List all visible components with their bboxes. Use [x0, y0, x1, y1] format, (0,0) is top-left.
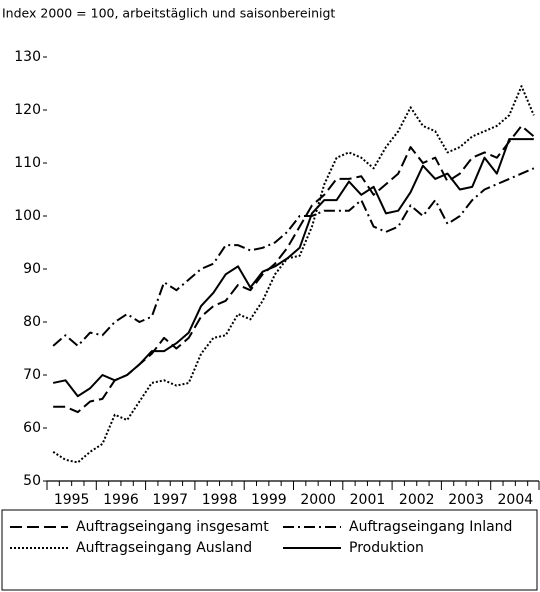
series-line — [52, 85, 535, 464]
y-tick-label: 120 — [14, 102, 41, 118]
legend-label: Auftragseingang Ausland — [76, 540, 252, 556]
legend-label: Auftragseingang insgesamt — [76, 519, 269, 535]
y-tick-label: 110 — [14, 155, 41, 171]
y-tick-label: 60 — [23, 420, 41, 436]
x-tick-label: 1996 — [103, 492, 139, 508]
series-line — [52, 167, 535, 347]
legend-box — [1, 509, 538, 591]
legend-label: Produktion — [349, 540, 424, 556]
y-tick-label: 130 — [14, 49, 41, 65]
x-tick-label: 2002 — [399, 492, 435, 508]
x-tick-label: 1995 — [54, 492, 90, 508]
chart-subtitle: Index 2000 = 100, arbeitstäglich und sai… — [2, 6, 335, 21]
x-tick-label: 2000 — [300, 492, 336, 508]
y-tick-label: 80 — [23, 314, 41, 330]
y-tick-label: 50 — [23, 473, 41, 489]
x-tick-label: 2001 — [350, 492, 386, 508]
series-line — [53, 124, 535, 414]
series-line — [52, 138, 534, 398]
x-tick-label: 1998 — [202, 492, 238, 508]
x-tick-label: 2003 — [448, 492, 484, 508]
y-tick-label: 90 — [23, 261, 41, 277]
legend-label: Auftragseingang Inland — [349, 519, 512, 535]
x-tick-label: 1997 — [152, 492, 188, 508]
x-tick-label: 1999 — [251, 492, 287, 508]
y-tick-label: 100 — [14, 208, 41, 224]
x-tick-label: 2004 — [498, 492, 534, 508]
y-tick-label: 70 — [23, 367, 41, 383]
